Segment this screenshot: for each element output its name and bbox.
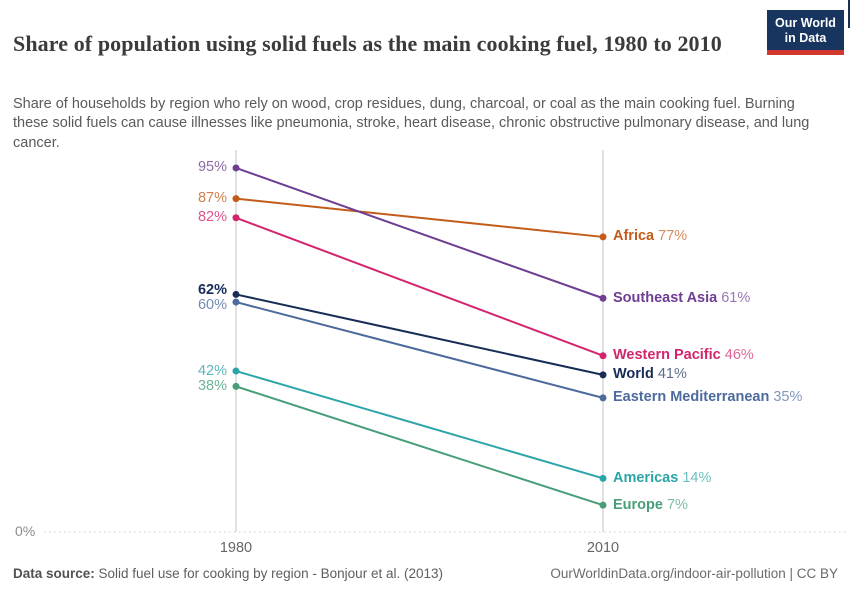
owid-credit-link[interactable]: OurWorldinData.org/indoor-air-pollution … <box>550 566 838 581</box>
series-dot-end-americas[interactable] <box>599 474 607 482</box>
series-name-eastern-mediterranean: Eastern Mediterranean <box>613 389 770 406</box>
series-dot-end-eastern-mediterranean[interactable] <box>599 394 607 402</box>
series-end-value-southeast-asia: 61% <box>717 289 751 306</box>
series-line-western-pacific[interactable] <box>235 216 604 357</box>
series-dot-start-europe[interactable] <box>232 382 240 390</box>
series-end-label-americas[interactable]: Americas 14% <box>613 470 711 487</box>
series-name-africa: Africa <box>613 228 655 245</box>
series-end-value-americas: 14% <box>678 469 712 486</box>
series-end-value-world: 41% <box>653 366 687 383</box>
series-name-southeast-asia: Southeast Asia <box>613 289 718 306</box>
series-name-europe: Europe <box>613 496 663 513</box>
owid-logo-red-bar <box>767 50 844 55</box>
series-name-americas: Americas <box>613 469 679 486</box>
data-source-note: Data source: Solid fuel use for cooking … <box>13 566 443 581</box>
owid-logo-box: Our World in Data <box>767 10 844 50</box>
series-line-europe[interactable] <box>235 385 604 507</box>
owid-logo[interactable]: Our World in Data <box>767 10 844 55</box>
series-end-value-western-pacific: 46% <box>720 347 754 364</box>
series-dot-end-western-pacific[interactable] <box>599 352 607 360</box>
series-dot-start-africa[interactable] <box>232 195 240 203</box>
series-end-label-southeast-asia[interactable]: Southeast Asia 61% <box>613 290 750 307</box>
screen-edge-artifact <box>848 0 850 28</box>
series-dot-start-western-pacific[interactable] <box>232 214 240 222</box>
data-source-text: Solid fuel use for cooking by region - B… <box>94 566 443 581</box>
chart-subtitle: Share of households by region who rely o… <box>13 95 810 151</box>
series-line-southeast-asia[interactable] <box>235 167 604 300</box>
owid-logo-line2: in Data <box>784 30 827 45</box>
series-dot-start-southeast-asia[interactable] <box>232 164 240 172</box>
series-line-americas[interactable] <box>235 370 604 480</box>
series-line-world[interactable] <box>235 293 604 376</box>
series-end-value-africa: 77% <box>654 228 688 245</box>
series-name-world: World <box>613 366 654 383</box>
series-dot-end-europe[interactable] <box>599 501 607 509</box>
series-dot-start-world[interactable] <box>232 290 240 298</box>
series-dot-end-africa[interactable] <box>599 233 607 241</box>
series-end-label-world[interactable]: World 41% <box>613 366 687 383</box>
series-end-label-africa[interactable]: Africa 77% <box>613 228 687 245</box>
series-start-label-europe[interactable]: 38% <box>197 377 227 394</box>
series-dot-end-world[interactable] <box>599 371 607 379</box>
data-source-label: Data source: <box>13 566 95 581</box>
y-axis-zero-label: 0% <box>15 523 36 539</box>
series-dot-start-eastern-mediterranean[interactable] <box>232 298 240 306</box>
series-end-label-western-pacific[interactable]: Western Pacific 46% <box>613 347 754 364</box>
series-end-value-europe: 7% <box>662 496 688 513</box>
series-start-label-southeast-asia[interactable]: 95% <box>197 159 227 176</box>
series-line-africa[interactable] <box>235 197 604 238</box>
owid-logo-line1: Our World <box>775 16 836 30</box>
series-end-value-eastern-mediterranean: 35% <box>769 389 803 406</box>
series-line-eastern-mediterranean[interactable] <box>235 301 604 399</box>
page-title: Share of population using solid fuels as… <box>13 30 722 56</box>
series-end-label-europe[interactable]: Europe 7% <box>613 497 688 514</box>
series-start-label-africa[interactable]: 87% <box>197 190 227 207</box>
series-start-label-world[interactable]: 62% <box>197 282 227 299</box>
series-end-label-eastern-mediterranean[interactable]: Eastern Mediterranean 35% <box>613 389 802 406</box>
series-start-label-eastern-mediterranean[interactable]: 60% <box>197 297 227 314</box>
series-name-western-pacific: Western Pacific <box>613 347 721 364</box>
chart-footer: Data source: Solid fuel use for cooking … <box>13 566 838 581</box>
series-dot-start-americas[interactable] <box>232 367 240 375</box>
series-start-label-western-pacific[interactable]: 82% <box>197 209 227 226</box>
series-dot-end-southeast-asia[interactable] <box>599 294 607 302</box>
series-start-label-americas[interactable]: 42% <box>197 362 227 379</box>
